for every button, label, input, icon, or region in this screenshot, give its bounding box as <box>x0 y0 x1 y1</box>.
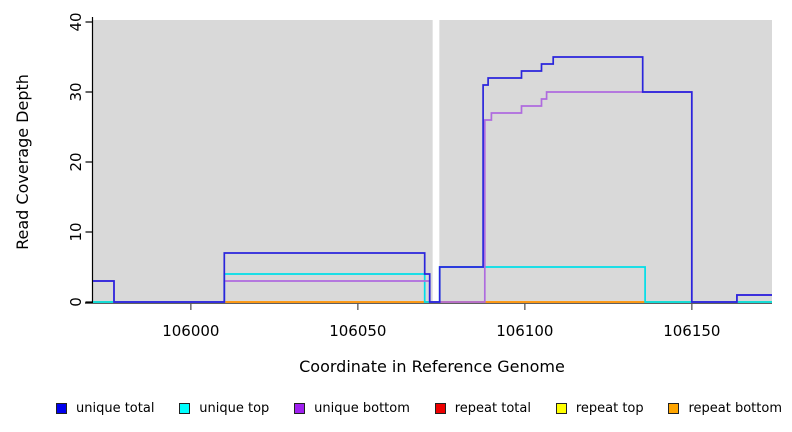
no-data-gap-band <box>432 17 440 309</box>
y-tick-label: 30 <box>67 82 85 101</box>
legend-swatch-repeat-bottom <box>668 402 680 414</box>
y-tick-label: 20 <box>67 152 85 171</box>
legend-label-repeat-bottom: repeat bottom <box>688 400 782 416</box>
y-tick-label: 40 <box>67 12 85 31</box>
y-tick-label: 10 <box>67 222 85 241</box>
x-tick-label: 106050 <box>329 322 386 340</box>
legend-item-unique-total: unique total <box>56 401 154 416</box>
legend-label-repeat-total: repeat total <box>454 400 531 416</box>
legend-item-repeat-total: repeat total <box>434 400 531 416</box>
legend-swatch-unique-top <box>179 402 191 414</box>
legend-label-unique-top: unique top <box>199 400 270 416</box>
legend-swatch-unique-total <box>56 402 67 414</box>
plot-background <box>93 20 772 303</box>
legend-item-unique-top: unique top <box>179 401 269 416</box>
legend-item-repeat-top: repeat top <box>555 400 644 416</box>
legend-swatch-repeat-total <box>434 402 446 414</box>
y-tick-label: 0 <box>67 297 85 307</box>
x-tick-label: 106150 <box>663 322 720 340</box>
coverage-plot: 0 10 20 30 40 106000 106050 106100 106150 Coordi… <box>13 12 772 376</box>
line-unique-total <box>93 56 772 303</box>
legend-swatch-repeat-top <box>555 402 567 414</box>
legend: unique total unique top unique bottom re… <box>0 396 792 420</box>
x-tick-label: 106000 <box>162 322 219 340</box>
legend-label-unique-total: unique total <box>76 400 155 416</box>
legend-item-repeat-bottom: repeat bottom <box>668 401 782 416</box>
legend-label-unique-bottom: unique bottom <box>314 400 410 416</box>
legend-item-unique-bottom: unique bottom <box>294 401 410 416</box>
legend-label-repeat-top: repeat top <box>575 400 644 416</box>
x-axis-title: Coordinate in Reference Genome <box>299 357 565 376</box>
y-axis-title: Read Coverage Depth <box>13 74 32 250</box>
legend-swatch-unique-bottom <box>294 402 306 414</box>
x-tick-label: 106100 <box>496 322 553 340</box>
